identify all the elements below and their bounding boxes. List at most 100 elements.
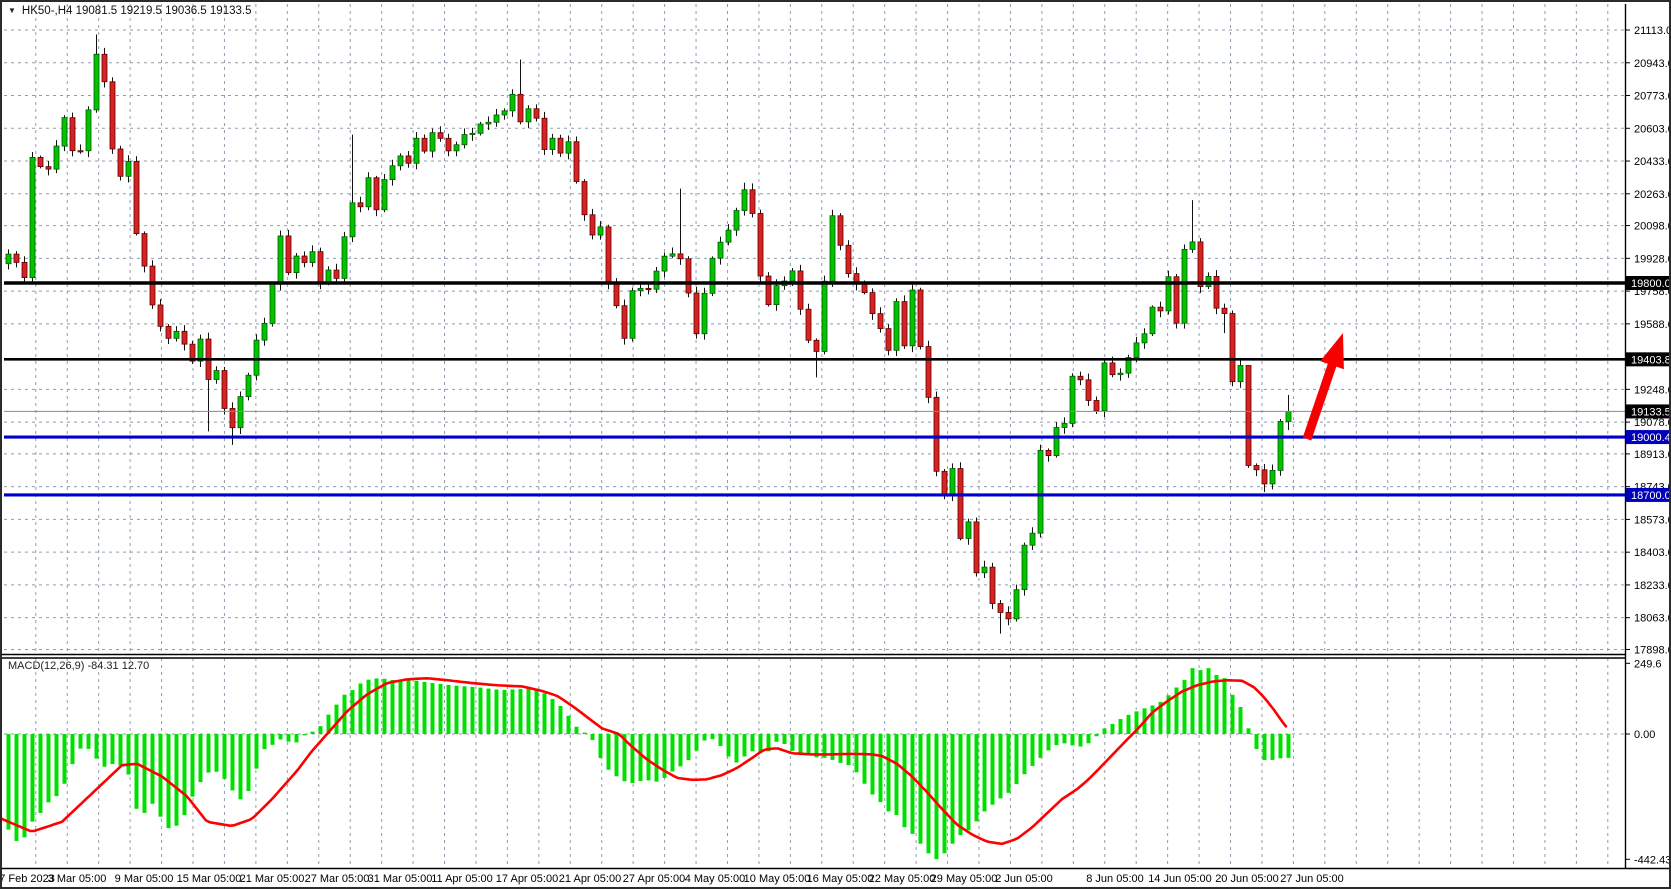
candlesticks[interactable] [5,34,1292,634]
macd-histogram-bar [1278,734,1283,759]
macd-histogram-bar [1062,734,1067,744]
candle-bearish [445,137,452,152]
candle-bullish [709,257,716,294]
chevron-down-icon[interactable]: ▼ [8,6,16,15]
candle-bearish [421,137,428,152]
price-tag-label: 18700.0 [1631,490,1671,502]
price-tick-label: 19928.0 [1634,253,1671,265]
macd-histogram-bar [78,734,83,749]
macd-histogram-bar [302,734,307,736]
candle-bullish [365,177,372,208]
candle-bullish [253,339,260,376]
macd-histogram-bar [46,734,51,803]
macd-histogram-bar [1190,668,1195,734]
candle-bearish [645,287,652,290]
macd-histogram-bar [398,680,403,734]
candle-bullish [5,253,12,265]
candle-bearish [589,214,596,236]
candle-bullish [325,269,332,284]
candle-bullish [1037,449,1044,534]
macd-histogram-bar [150,734,155,804]
candle-bearish [77,150,84,153]
macd-histogram-bar [414,680,419,734]
candle-bullish [597,226,604,236]
candle-bearish [917,289,924,347]
candle-bearish [165,325,172,339]
candle-bullish [1285,411,1292,422]
candle-bearish [877,313,884,329]
macd-histogram-bar [1118,719,1123,734]
macd-histogram-bar [1078,734,1083,747]
macd-histogram-bar [174,734,179,826]
arrow-head [1320,333,1344,370]
macd-histogram-bar [878,734,883,803]
price-tag-bg [1626,430,1669,445]
symbol-ohlc-label: HK50-,H4 19081.5 19219.5 19036.5 19133.5 [21,5,252,17]
macd-histogram-bar [502,689,507,734]
macd-histogram-bar [678,734,683,767]
candle-bullish [309,251,316,263]
candle-bearish [69,117,76,152]
macd-histogram-bar [478,687,483,734]
macd-histogram-bar [230,734,235,791]
macd-histogram-bar [1102,728,1107,734]
trend-arrow-annotation[interactable] [1302,333,1344,441]
candle-bearish [301,255,308,263]
candle-bullish [1117,372,1124,376]
macd-histogram-bar [318,726,323,734]
macd-histogram-bar [782,734,787,745]
candle-bearish [813,339,820,352]
macd-histogram-bar [638,734,643,782]
macd-panel[interactable] [2,668,1291,860]
time-tick-label: 27 Feb 2023 [2,873,55,885]
macd-histogram-bar [222,734,227,779]
macd-histogram-bar [1022,734,1027,775]
price-tick-label: 20603.0 [1634,123,1671,135]
macd-histogram-bar [86,734,91,749]
macd-tick-label: 0.00 [1634,729,1655,741]
macd-histogram-bar [734,734,739,763]
macd-histogram-bar [1198,670,1203,734]
macd-histogram-bar [566,715,571,734]
time-tick-label: 8 Jun 05:00 [1086,873,1144,885]
macd-histogram-bar [990,734,995,805]
time-tick-label: 16 May 05:00 [807,873,874,885]
macd-histogram-bar [198,734,203,783]
candle-bearish [869,292,876,315]
candle-bullish [197,338,204,362]
macd-histogram-bar [94,734,99,759]
time-tick-label: 3 Mar 05:00 [48,873,107,885]
candle-bullish [1181,249,1188,324]
macd-histogram-bar [574,726,579,734]
candle-bearish [285,235,292,274]
candle-bullish [389,165,396,181]
macd-histogram-bar [974,734,979,822]
macd-histogram-bar [694,734,699,751]
macd-histogram-bar [718,734,723,747]
price-tick-label: 18063.0 [1634,613,1671,625]
macd-histogram-bar [534,690,539,734]
candle-bearish [1093,400,1100,412]
candle-bearish [157,304,164,327]
time-tick-label: 20 Jun 05:00 [1215,873,1279,885]
price-tick-label: 20773.0 [1634,91,1671,103]
macd-histogram-bar [262,734,267,750]
candle-bullish [269,283,276,324]
macd-histogram-bar [1214,674,1219,734]
candle-bearish [45,166,52,170]
macd-histogram-bar [486,688,491,734]
candle-bullish [1125,357,1132,374]
candle-bullish [1269,469,1276,485]
macd-histogram-bar [366,679,371,734]
macd-histogram-bar [862,734,867,784]
macd-histogram-bar [966,734,971,831]
candle-bearish [693,292,700,335]
candle-bullish [173,330,180,339]
time-tick-label: 9 Mar 05:00 [115,873,174,885]
macd-histogram-bar [1150,705,1155,734]
macd-histogram-bar [910,734,915,834]
macd-histogram-bar [614,734,619,777]
macd-histogram-bar [1230,694,1235,734]
macd-histogram-bar [1070,734,1075,746]
